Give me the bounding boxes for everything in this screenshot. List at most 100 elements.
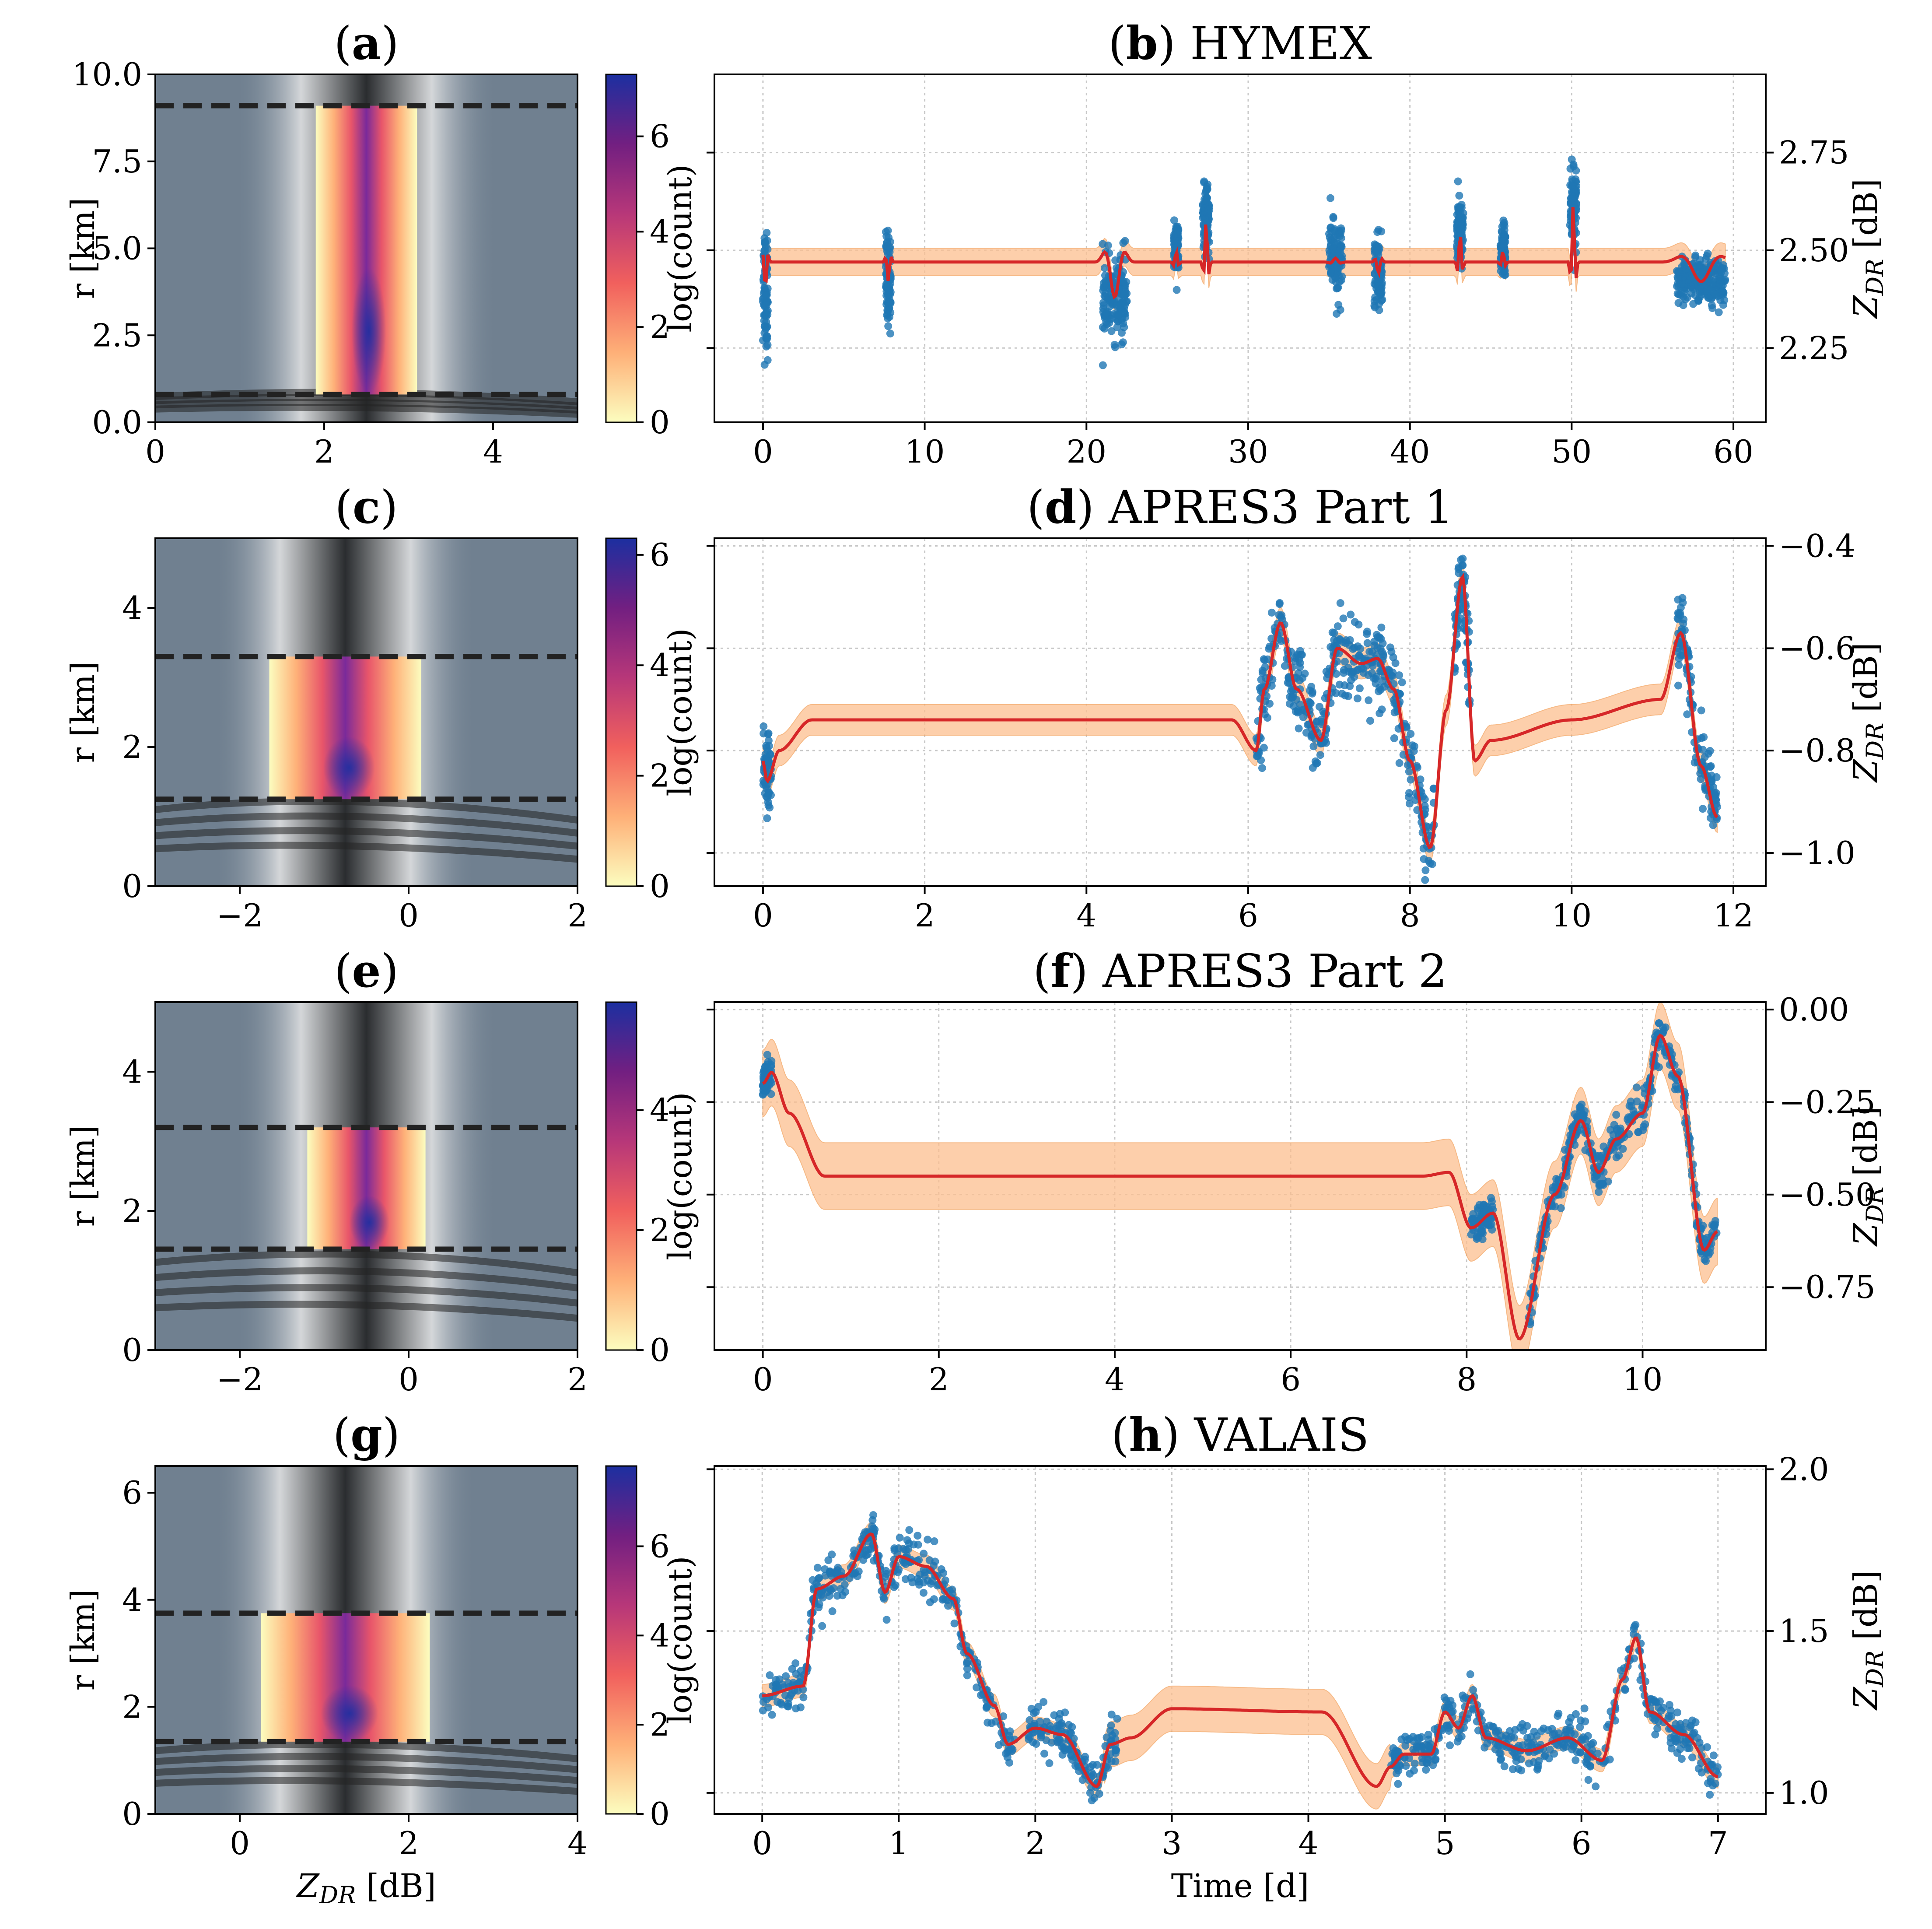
scatter-point	[1525, 1759, 1533, 1768]
scatter-point	[815, 1574, 823, 1582]
scatter-point	[924, 1536, 932, 1544]
scatter-point	[1052, 1725, 1060, 1733]
axes-frame	[714, 537, 1767, 887]
scatter-point	[1679, 619, 1687, 628]
scatter-point	[1572, 166, 1580, 175]
scatter-point	[761, 238, 769, 246]
scatter-point	[1588, 1746, 1596, 1754]
scatter-point	[884, 322, 892, 330]
scatter-point	[1419, 845, 1428, 852]
y-axis-label: r [km]	[64, 662, 102, 763]
scatter-point	[1459, 561, 1467, 569]
colorbar	[605, 537, 637, 887]
scatter-point	[1334, 267, 1342, 275]
colorbar-tick-label: 4	[650, 1617, 670, 1654]
y-tick-label: 1.0	[1779, 1775, 1829, 1811]
scatter-point	[1687, 282, 1695, 291]
heatmap-body	[155, 1002, 578, 1350]
scatter-point	[768, 1711, 776, 1719]
scatter-point	[1376, 289, 1384, 297]
y-tick-label: −1.0	[1779, 835, 1855, 871]
scatter-point	[1107, 1721, 1115, 1729]
scatter-point	[1372, 631, 1381, 639]
axes-frame	[714, 1465, 1767, 1815]
scatter-point	[1337, 229, 1344, 237]
y-axis-label: r [km]	[64, 1126, 102, 1227]
scatter-point	[1344, 692, 1352, 700]
scatter-point	[763, 814, 771, 822]
scatter-point	[1466, 1670, 1474, 1678]
y-tick-label: 0	[122, 1332, 142, 1368]
scatter-point	[1690, 758, 1699, 767]
scatter-point	[1680, 626, 1689, 634]
heatmap-panel-c: −2 0 2 0 2 4 r [km] 0 2 4 6 log(count)	[64, 537, 699, 934]
scatter-point	[884, 287, 892, 295]
x-tick-label: 60	[1713, 433, 1754, 470]
scatter-point	[1107, 1757, 1116, 1765]
scatter-point	[1499, 216, 1508, 224]
series-body	[714, 1466, 1766, 1814]
scatter-point	[1395, 759, 1404, 767]
scatter-point	[1061, 1708, 1069, 1717]
scatter-point	[896, 1533, 904, 1542]
scatter-point	[1340, 666, 1348, 674]
scatter-point	[1673, 1708, 1681, 1717]
scatter-point	[1346, 636, 1354, 644]
scatter-point	[1691, 251, 1700, 260]
scatter-point	[1258, 666, 1267, 675]
scatter-point	[1428, 860, 1436, 868]
scatter-point	[1707, 1761, 1715, 1769]
scatter-point	[1715, 308, 1723, 316]
heatmap-body	[155, 538, 578, 886]
scatter-point	[1569, 194, 1577, 202]
scatter-point	[1455, 569, 1463, 577]
scatter-point	[1339, 614, 1348, 623]
scatter-point	[1718, 287, 1726, 295]
scatter-point	[1060, 1744, 1069, 1752]
scatter-point	[1008, 1747, 1016, 1755]
colorbar-tick-label: 6	[650, 537, 670, 573]
scatter-point	[1278, 611, 1286, 619]
scatter-point	[1306, 686, 1314, 694]
scatter-point	[1424, 1731, 1432, 1739]
scatter-point	[886, 330, 894, 338]
scatter-point	[1120, 290, 1129, 298]
scatter-point	[1202, 196, 1210, 204]
scatter-points	[759, 155, 1729, 369]
x-tick-label: 10	[1623, 1361, 1663, 1398]
scatter-point	[1455, 203, 1463, 211]
x-tick-label: 1	[889, 1825, 909, 1862]
scatter-point	[799, 1693, 808, 1701]
scatter-point	[763, 1051, 771, 1059]
scatter-point	[840, 1581, 849, 1589]
y-tick-label: 0	[122, 1796, 142, 1832]
scatter-point	[1598, 1180, 1606, 1188]
scatter-point	[784, 1702, 792, 1711]
scatter-point	[1674, 681, 1682, 690]
scatter-point	[833, 1592, 841, 1600]
scatter-point	[1495, 1749, 1504, 1757]
scatter-point	[1457, 1732, 1466, 1740]
scatter-point	[1405, 768, 1413, 776]
scatter-point	[882, 1616, 891, 1624]
scatter-point	[908, 1578, 917, 1586]
x-tick-label: 0	[753, 897, 773, 934]
scatter-point	[1572, 1710, 1580, 1718]
panel-title-e: (e)	[334, 944, 399, 998]
scatter-point	[1459, 554, 1467, 563]
scatter-point	[924, 1576, 932, 1585]
scatter-point	[1089, 1771, 1097, 1779]
x-tick-label: 0	[399, 897, 419, 934]
x-tick-label: 0	[399, 1361, 419, 1398]
scatter-point	[1712, 773, 1721, 781]
scatter-point	[942, 1596, 950, 1604]
scatter-point	[1712, 796, 1720, 804]
scatter-point	[1581, 1735, 1589, 1743]
x-tick-label: 5	[1435, 1825, 1455, 1862]
scatter-point	[841, 1588, 850, 1596]
scatter-point	[1081, 1753, 1089, 1761]
colorbar-tick-label: 6	[650, 1528, 670, 1564]
scatter-point	[1379, 639, 1387, 648]
scatter-point	[1700, 733, 1708, 741]
